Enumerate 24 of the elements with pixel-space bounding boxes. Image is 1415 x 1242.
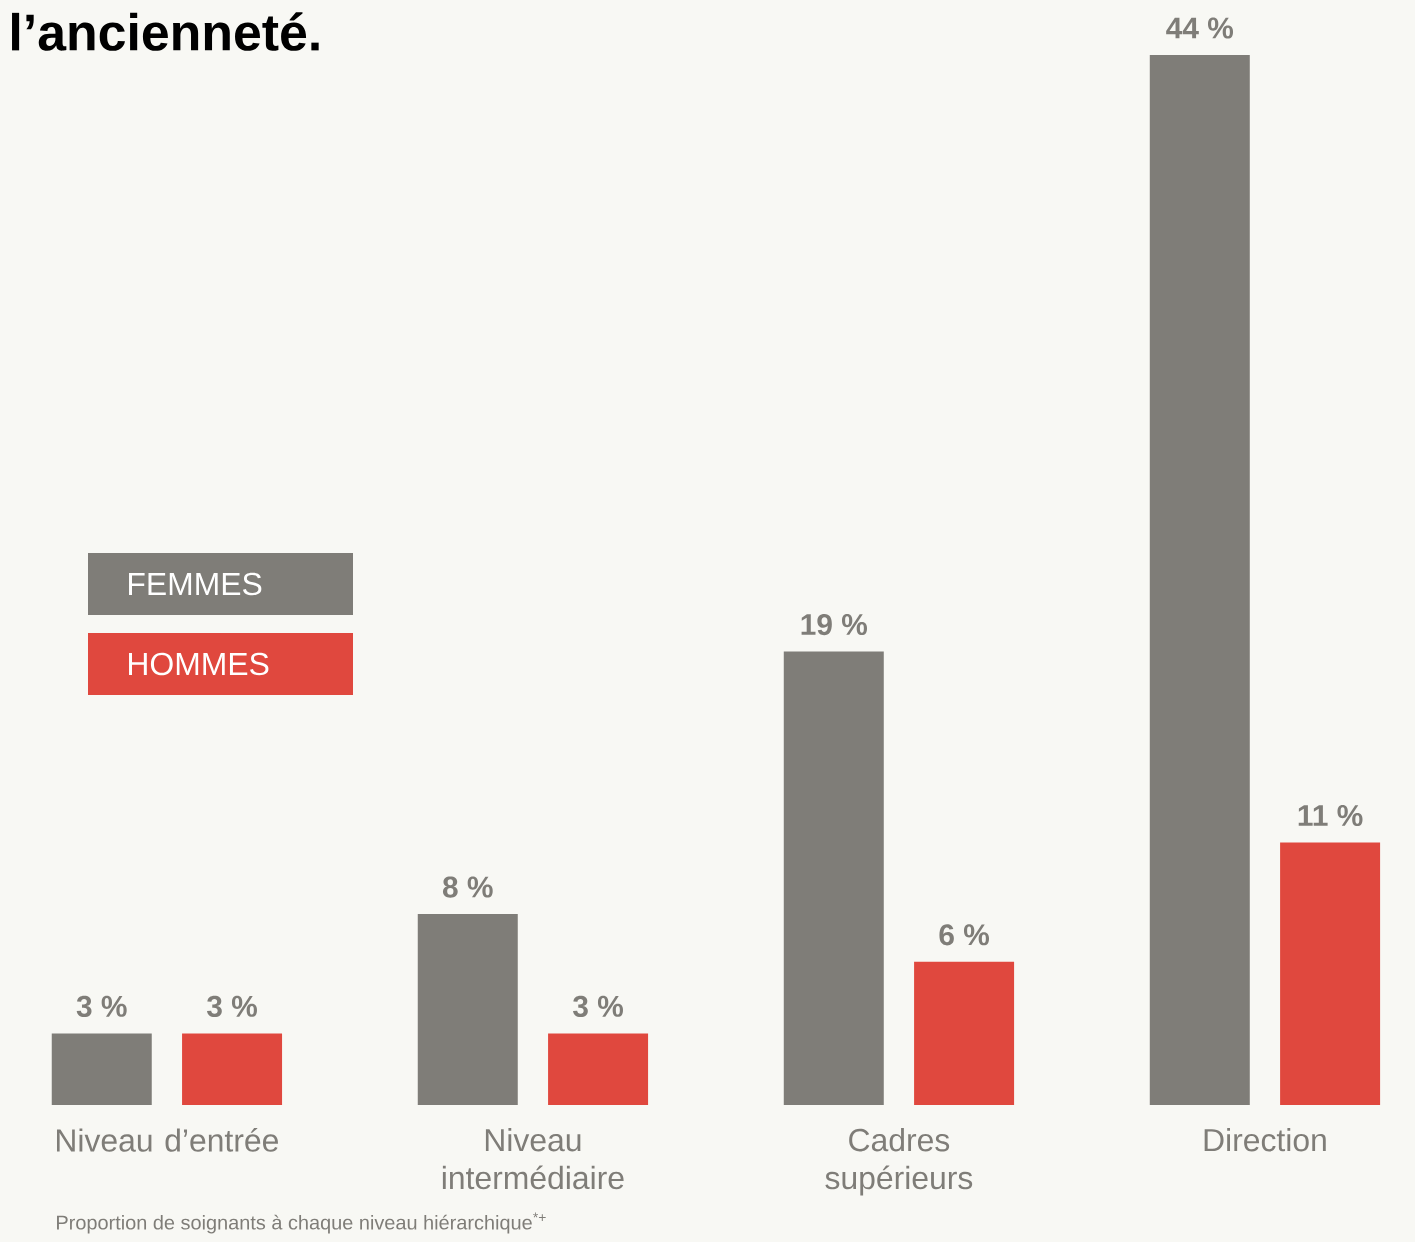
x-tick-label: Niveau d’entrée	[57, 1128, 278, 1152]
data-label: 11 %	[1298, 805, 1363, 827]
text: Proportion de soignants à chaque niveau hiérarchique$^{*+}$	[57, 1212, 546, 1234]
data-label: 3 %	[573, 995, 623, 1017]
text: HOMMES	[129, 652, 269, 676]
x-tick-label: Direction	[1204, 1128, 1326, 1152]
bar	[1280, 842, 1381, 1105]
data-label: 6 %	[939, 924, 990, 946]
data-label: 44 %	[1166, 17, 1234, 39]
bar	[182, 1033, 283, 1105]
bar	[914, 961, 1015, 1105]
bar	[51, 1033, 152, 1105]
chart-title: l’ancienneté.	[12, 12, 319, 51]
data-label: 8 %	[442, 876, 493, 898]
data-label: 19 %	[801, 614, 868, 636]
bar	[1149, 54, 1250, 1105]
bar	[548, 1033, 649, 1105]
data-label: 3 %	[206, 995, 257, 1017]
x-tick-label: Cadres supérieurs	[825, 1128, 973, 1196]
text: FEMMES	[129, 572, 262, 596]
data-label: 3 %	[76, 995, 127, 1017]
x-tick-label: Niveau intermédiaire	[442, 1128, 624, 1190]
bar	[417, 914, 518, 1105]
bar	[783, 651, 884, 1105]
